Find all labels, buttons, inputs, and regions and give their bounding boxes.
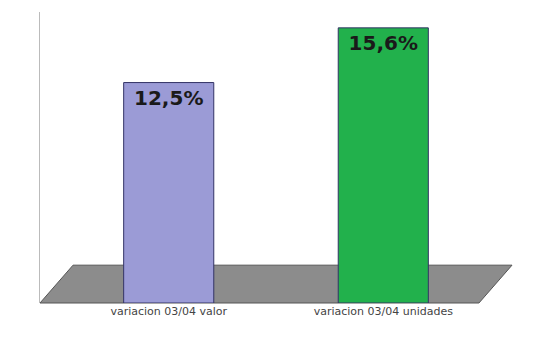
svg-text:variacion 03/04 valor: variacion 03/04 valor: [110, 305, 227, 318]
svg-text:variacion 03/04 unidades: variacion 03/04 unidades: [314, 305, 454, 318]
svg-text:15,6%: 15,6%: [349, 31, 418, 55]
svg-text:12,5%: 12,5%: [134, 86, 203, 110]
